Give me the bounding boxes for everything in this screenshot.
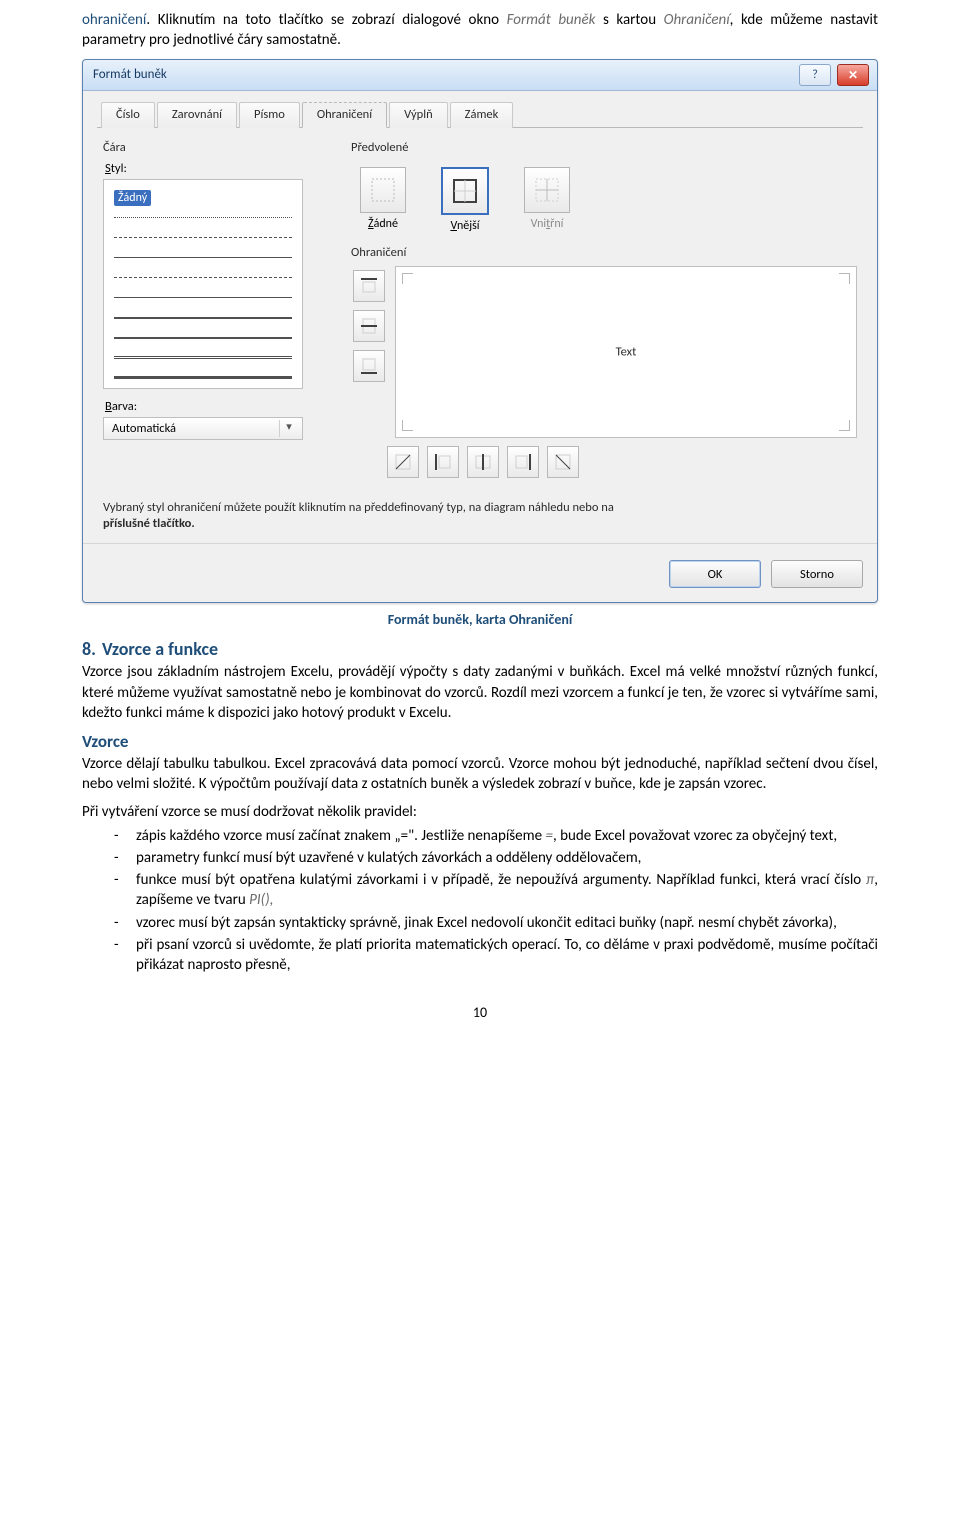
preset-outer-icon — [441, 167, 489, 215]
line-section-label: Čára — [103, 140, 333, 155]
tab-protection[interactable]: Zámek — [450, 102, 514, 128]
edge-diag1-button[interactable] — [387, 446, 419, 478]
edge-right-button[interactable] — [507, 446, 539, 478]
dialog-hint: Vybraný styl ohraničení můžete použít kl… — [97, 486, 863, 538]
dialog-tabs: Číslo Zarovnání Písmo Ohraničení Výplň Z… — [97, 101, 863, 128]
edge-bottom-button[interactable] — [353, 350, 385, 382]
style-option-none[interactable]: Žádný — [114, 188, 292, 208]
style-option[interactable] — [114, 248, 292, 268]
dialog-title: Formát buněk — [93, 67, 799, 82]
rules-intro: Při vytváření vzorce se musí dodržovat n… — [82, 803, 878, 821]
rules-list: zápis každého vzorce musí začínat znakem… — [82, 825, 878, 977]
preset-none[interactable]: Žádné — [355, 167, 411, 233]
section-heading-formulas: 8.Vzorce a funkce — [82, 638, 878, 660]
style-option[interactable] — [114, 308, 292, 328]
tab-number[interactable]: Číslo — [101, 102, 155, 128]
preset-none-icon — [360, 167, 406, 213]
preset-inner-icon — [524, 167, 570, 213]
dialog-titlebar: Formát buněk ? ✕ — [83, 60, 877, 91]
tab-fill[interactable]: Výplň — [389, 102, 448, 128]
rule-item: vzorec musí být zapsán syntakticky správ… — [114, 912, 878, 934]
style-option[interactable] — [114, 328, 292, 348]
style-option[interactable] — [114, 348, 292, 368]
ok-button[interactable]: OK — [669, 560, 761, 588]
tab-alignment[interactable]: Zarovnání — [157, 102, 237, 128]
edge-diag2-button[interactable] — [547, 446, 579, 478]
style-option[interactable] — [114, 288, 292, 308]
style-label: Styl: — [105, 161, 333, 176]
style-option[interactable] — [114, 268, 292, 288]
rule-item: parametry funkcí musí být uzavřené v kul… — [114, 847, 878, 869]
figure-caption: Formát buněk, karta Ohraničení — [82, 611, 878, 628]
preset-inner[interactable]: Vnitřní — [519, 167, 575, 233]
subheading-vzorce: Vzorce — [82, 731, 878, 752]
format-cells-dialog: Formát buněk ? ✕ Číslo Zarovnání Písmo O… — [82, 59, 878, 604]
intro-format-cells: Formát buněk — [507, 11, 596, 29]
intro-card-name: Ohraničení — [664, 11, 730, 29]
section8-paragraph: Vzorce jsou základním nástrojem Excelu, … — [82, 662, 878, 723]
rule-item: funkce musí být opatřena kulatými závork… — [114, 869, 878, 912]
vzorce-paragraph: Vzorce dělají tabulku tabulkou. Excel zp… — [82, 754, 878, 795]
page-number: 10 — [82, 1004, 878, 1021]
style-option[interactable] — [114, 368, 292, 388]
border-preview[interactable]: Text — [395, 266, 857, 438]
cancel-button[interactable]: Storno — [771, 560, 863, 588]
edge-vmid-button[interactable] — [467, 446, 499, 478]
preset-outer[interactable]: Vnější — [437, 167, 493, 233]
tab-border[interactable]: Ohraničení — [302, 102, 387, 128]
intro-paragraph: ohraničení. Kliknutím na toto tlačítko s… — [82, 10, 878, 51]
edge-left-button[interactable] — [427, 446, 459, 478]
presets-label: Předvolené — [351, 140, 857, 155]
intro-term: ohraničení — [82, 11, 146, 29]
style-option[interactable] — [114, 208, 292, 228]
color-dropdown[interactable]: Automatická — [103, 417, 303, 440]
tab-font[interactable]: Písmo — [239, 102, 300, 128]
rule-item: zápis každého vzorce musí začínat znakem… — [114, 825, 878, 847]
border-section-label: Ohraničení — [351, 245, 857, 260]
preview-text: Text — [616, 344, 637, 359]
rule-item: při psaní vzorců si uvědomte, že platí p… — [114, 934, 878, 977]
help-button[interactable]: ? — [799, 64, 831, 86]
edge-hmid-button[interactable] — [353, 310, 385, 342]
close-button[interactable]: ✕ — [837, 64, 869, 86]
edge-top-button[interactable] — [353, 270, 385, 302]
color-label: Barva: — [105, 399, 333, 414]
line-style-listbox[interactable]: Žádný — [103, 179, 303, 389]
style-option[interactable] — [114, 228, 292, 248]
